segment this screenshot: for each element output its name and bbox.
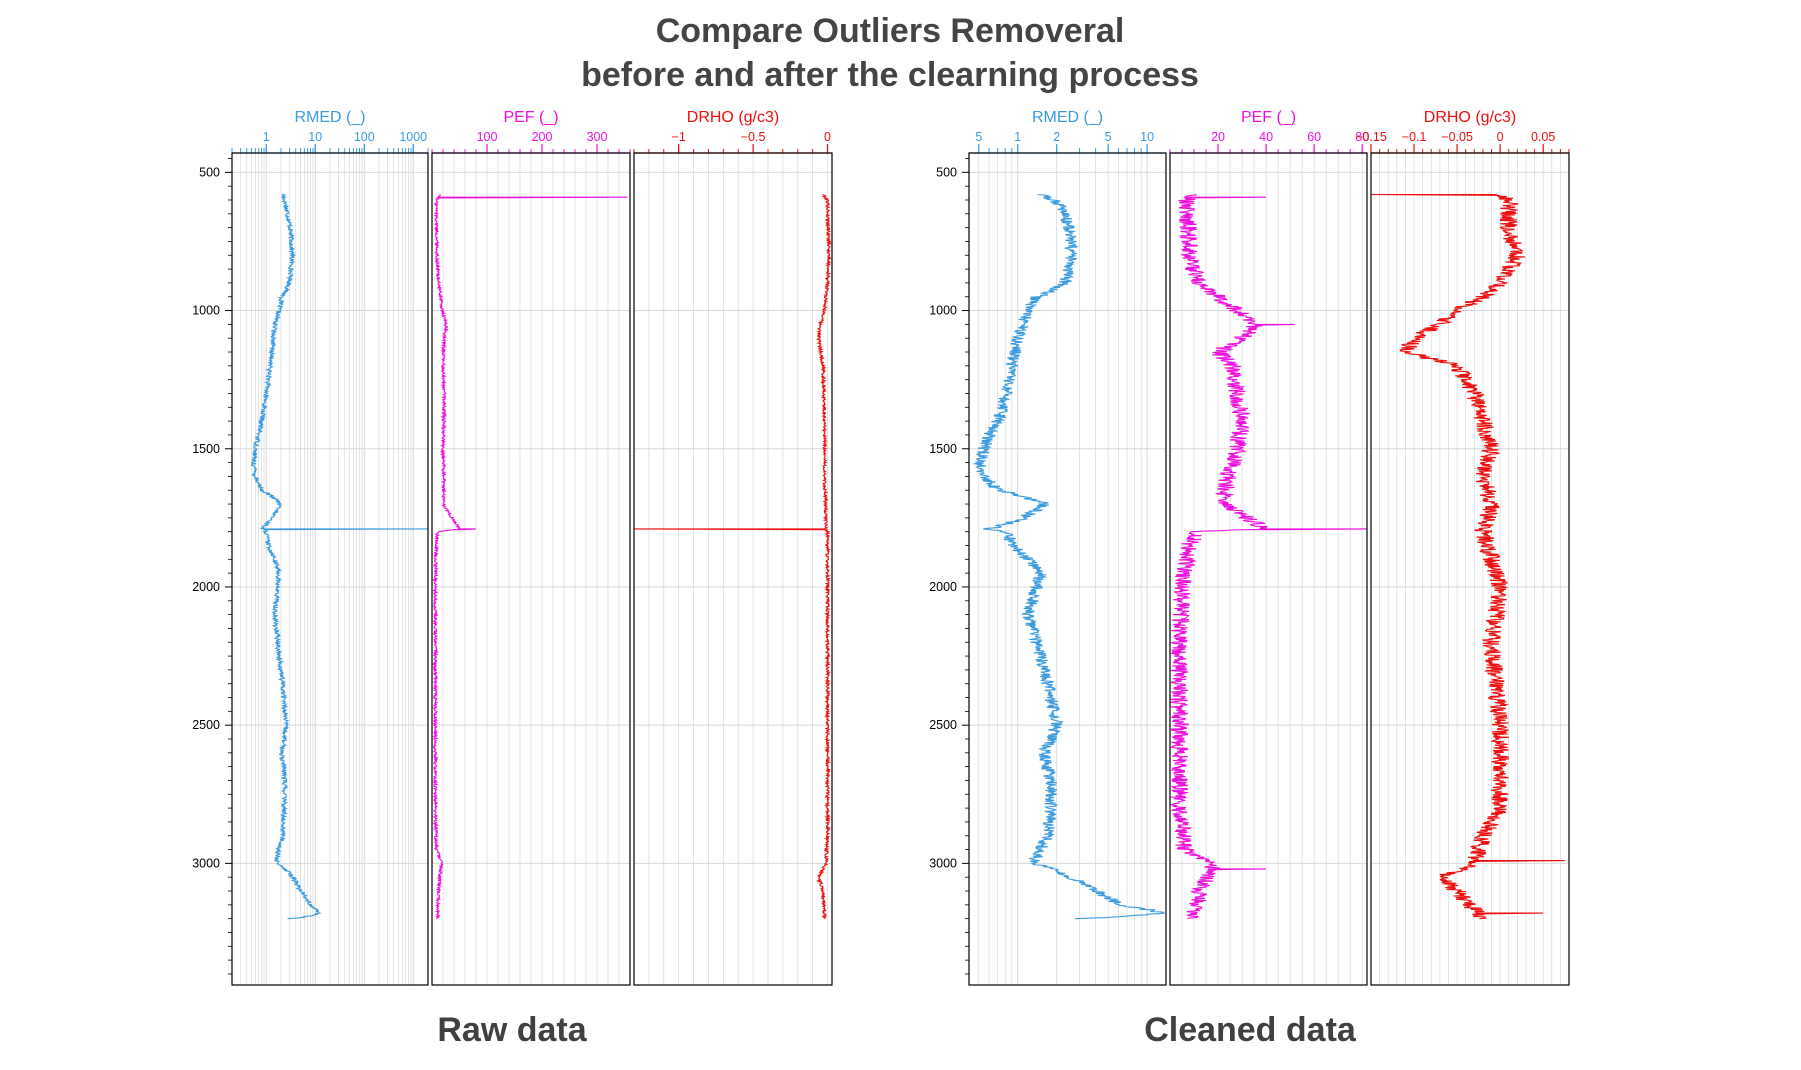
x-tick-label: 10 [1140, 130, 1154, 144]
depth-tick-label: 3000 [192, 856, 220, 870]
log-curve [1169, 193, 1368, 920]
x-tick-label: 20 [1211, 130, 1225, 144]
raw-data-caption: Raw data [437, 1011, 587, 1049]
depth-tick-label: 2000 [929, 580, 957, 594]
depth-tick-label: 2000 [192, 580, 220, 594]
track-frame [633, 152, 833, 986]
track-frame [431, 152, 631, 986]
depth-tick-label: 3000 [929, 856, 957, 870]
cleaned-data-panel: 500 1000 1500 2000 2500 3000 5 1 2 5 10 RMED (_) 20 4… [929, 109, 1570, 986]
track-title: DRHO (g/c3) [1424, 109, 1516, 126]
depth-tick-label: 1500 [192, 442, 220, 456]
x-tick-label: 0 [1497, 130, 1504, 144]
x-tick-label: −0.5 [741, 130, 766, 144]
x-tick-label: 300 [587, 130, 608, 144]
chart-title-line-1: Compare Outliers Removeral [656, 12, 1125, 50]
x-tick-label: 0.05 [1531, 130, 1555, 144]
track-pef-raw: 100 200 300 PEF (_) [431, 109, 631, 986]
track-pef-cleaned: 20 40 60 80 PEF (_) [1169, 109, 1369, 986]
x-tick-label: 1 [263, 130, 270, 144]
depth-tick-label: 1000 [192, 304, 220, 318]
x-tick-label: 1000 [399, 130, 427, 144]
x-tick-label: 80 [1355, 130, 1369, 144]
x-tick-label: −0.1 [1402, 130, 1427, 144]
track-title: PEF (_) [503, 109, 558, 126]
track-frame [1370, 152, 1570, 986]
track-title: RMED (_) [1032, 109, 1103, 126]
track-frame [231, 152, 429, 986]
depth-tick-label: 1500 [929, 442, 957, 456]
cleaned-data-caption: Cleaned data [1144, 1011, 1357, 1049]
log-curve [1370, 193, 1565, 920]
x-tick-label: 5 [1105, 130, 1112, 144]
x-tick-label: 40 [1259, 130, 1273, 144]
x-tick-label: −0.15 [1355, 130, 1387, 144]
track-drho-raw: −1 −0.5 0 DRHO (g/c3) [633, 109, 833, 986]
x-tick-label: 2 [1053, 130, 1060, 144]
track-frame [968, 152, 1167, 986]
depth-tick-label: 2500 [929, 718, 957, 732]
track-rmed-cleaned: 5 1 2 5 10 RMED (_) [968, 109, 1167, 986]
track-title: DRHO (g/c3) [687, 109, 779, 126]
x-tick-label: 60 [1307, 130, 1321, 144]
x-tick-label: 10 [308, 130, 322, 144]
x-tick-label: 0 [824, 130, 831, 144]
depth-tick-label: 1000 [929, 304, 957, 318]
depth-tick-label: 500 [936, 165, 957, 179]
track-drho-cleaned: −0.15 −0.1 −0.05 0 0.05 DRHO (g/c3) [1355, 109, 1570, 986]
log-curve [633, 194, 833, 920]
track-frame [1169, 152, 1368, 986]
chart-title-line-2: before and after the clearning process [581, 56, 1199, 94]
x-tick-label: 200 [532, 130, 553, 144]
depth-tick-label: 500 [199, 165, 220, 179]
x-tick-label: −1 [672, 130, 686, 144]
track-title: RMED (_) [294, 109, 365, 126]
log-curve [973, 193, 1165, 920]
log-curve [431, 194, 628, 919]
x-tick-label: 5 [975, 130, 982, 144]
depth-tick-label: 2500 [192, 718, 220, 732]
x-tick-label: −0.05 [1441, 130, 1473, 144]
x-tick-label: 100 [477, 130, 498, 144]
x-tick-label: 100 [354, 130, 375, 144]
track-title: PEF (_) [1241, 109, 1296, 126]
x-tick-label: 1 [1014, 130, 1021, 144]
track-rmed-raw: 1 10 100 1000 RMED (_) [231, 109, 429, 986]
log-curve [250, 193, 429, 920]
